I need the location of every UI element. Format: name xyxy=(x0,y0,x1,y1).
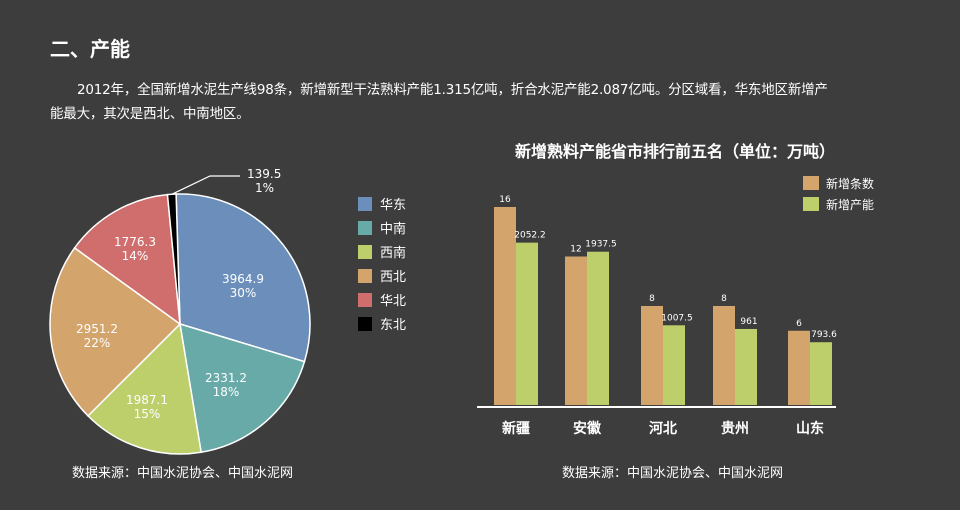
pie-value-label-3: 2951.2 xyxy=(76,322,118,336)
bar-count-4 xyxy=(788,330,810,405)
bar-capacity-label-2: 1007.5 xyxy=(661,313,693,323)
bar-capacity-1 xyxy=(587,251,609,405)
bar-capacity-4 xyxy=(810,342,832,405)
pie-legend-swatch-4 xyxy=(358,293,372,307)
pie-legend-label-3: 西北 xyxy=(380,270,406,285)
bar-capacity-label-1: 1937.5 xyxy=(585,240,617,250)
pie-legend-swatch-0 xyxy=(358,197,372,211)
bar-capacity-2 xyxy=(663,325,685,405)
intro-paragraph: 2012年，全国新增水泥生产线98条，新增新型干法熟料产能1.315亿吨，折合水… xyxy=(50,82,828,122)
bar-category-label-0: 新疆 xyxy=(502,420,530,437)
pie-value-label-2: 1987.1 xyxy=(126,393,168,407)
bar-count-label-3: 8 xyxy=(721,294,727,304)
pie-percent-label-4: 14% xyxy=(122,249,149,263)
pie-slice-0 xyxy=(175,193,311,363)
pie-percent-label-2: 15% xyxy=(134,407,161,421)
bar-source-note: 数据来源：中国水泥协会、中国水泥网 xyxy=(562,466,784,481)
pie-legend-swatch-5 xyxy=(358,317,372,331)
pie-slice-5 xyxy=(166,193,181,325)
bar-chart-title: 新增熟料产能省市排行前五名（单位：万吨） xyxy=(514,142,835,161)
bar-count-label-0: 16 xyxy=(499,195,511,205)
pie-percent-label-0: 30% xyxy=(230,286,257,300)
pie-percent-label-3: 22% xyxy=(84,336,111,350)
bar-count-1 xyxy=(565,256,587,405)
pie-value-label-4: 1776.3 xyxy=(114,235,156,249)
pie-leader-line-5 xyxy=(171,175,240,195)
pie-legend-label-1: 中南 xyxy=(380,221,406,237)
bar-legend-label-1: 新增产能 xyxy=(826,197,874,212)
bar-count-0 xyxy=(494,207,516,405)
pie-value-label-0: 3964.9 xyxy=(222,272,264,286)
bar-legend-swatch-1 xyxy=(803,197,819,211)
pie-value-label-1: 2331.2 xyxy=(205,371,247,385)
bar-count-label-2: 8 xyxy=(649,294,655,304)
pie-legend-swatch-3 xyxy=(358,269,372,283)
pie-slice-1 xyxy=(179,322,306,454)
pie-percent-label-1: 18% xyxy=(213,385,240,399)
bar-count-label-4: 6 xyxy=(796,319,802,329)
bar-category-label-2: 河北 xyxy=(649,420,677,437)
pie-legend-label-0: 华东 xyxy=(380,198,406,213)
bar-category-label-4: 山东 xyxy=(796,420,824,437)
pie-source-note: 数据来源：中国水泥协会、中国水泥网 xyxy=(72,466,294,481)
pie-legend-label-4: 华北 xyxy=(380,294,406,309)
pie-value-label-5: 139.5 xyxy=(247,167,281,181)
bar-capacity-3 xyxy=(735,328,757,405)
pie-legend-label-5: 东北 xyxy=(380,318,406,333)
pie-legend-label-2: 西南 xyxy=(380,245,406,261)
pie-slice-3 xyxy=(49,246,182,417)
bar-legend-swatch-0 xyxy=(803,176,819,190)
bar-count-label-1: 12 xyxy=(570,245,581,255)
pie-legend-swatch-2 xyxy=(358,245,372,259)
bar-capacity-label-4: 793.6 xyxy=(811,330,837,340)
pie-slice-4 xyxy=(73,193,181,326)
bar-legend-label-0: 新增条数 xyxy=(826,176,874,191)
bar-capacity-label-0: 2052.2 xyxy=(514,231,546,241)
pie-legend-swatch-1 xyxy=(358,221,372,235)
bar-category-label-1: 安徽 xyxy=(573,420,602,437)
bar-count-2 xyxy=(641,306,663,405)
bar-count-3 xyxy=(713,306,735,405)
pie-slice-2 xyxy=(86,322,203,455)
bar-capacity-0 xyxy=(516,242,538,405)
pie-percent-label-5: 1% xyxy=(255,181,274,195)
bar-category-label-3: 贵州 xyxy=(721,420,749,437)
page-title: 二、产能 xyxy=(50,37,130,61)
bar-capacity-label-3: 961 xyxy=(740,317,757,327)
